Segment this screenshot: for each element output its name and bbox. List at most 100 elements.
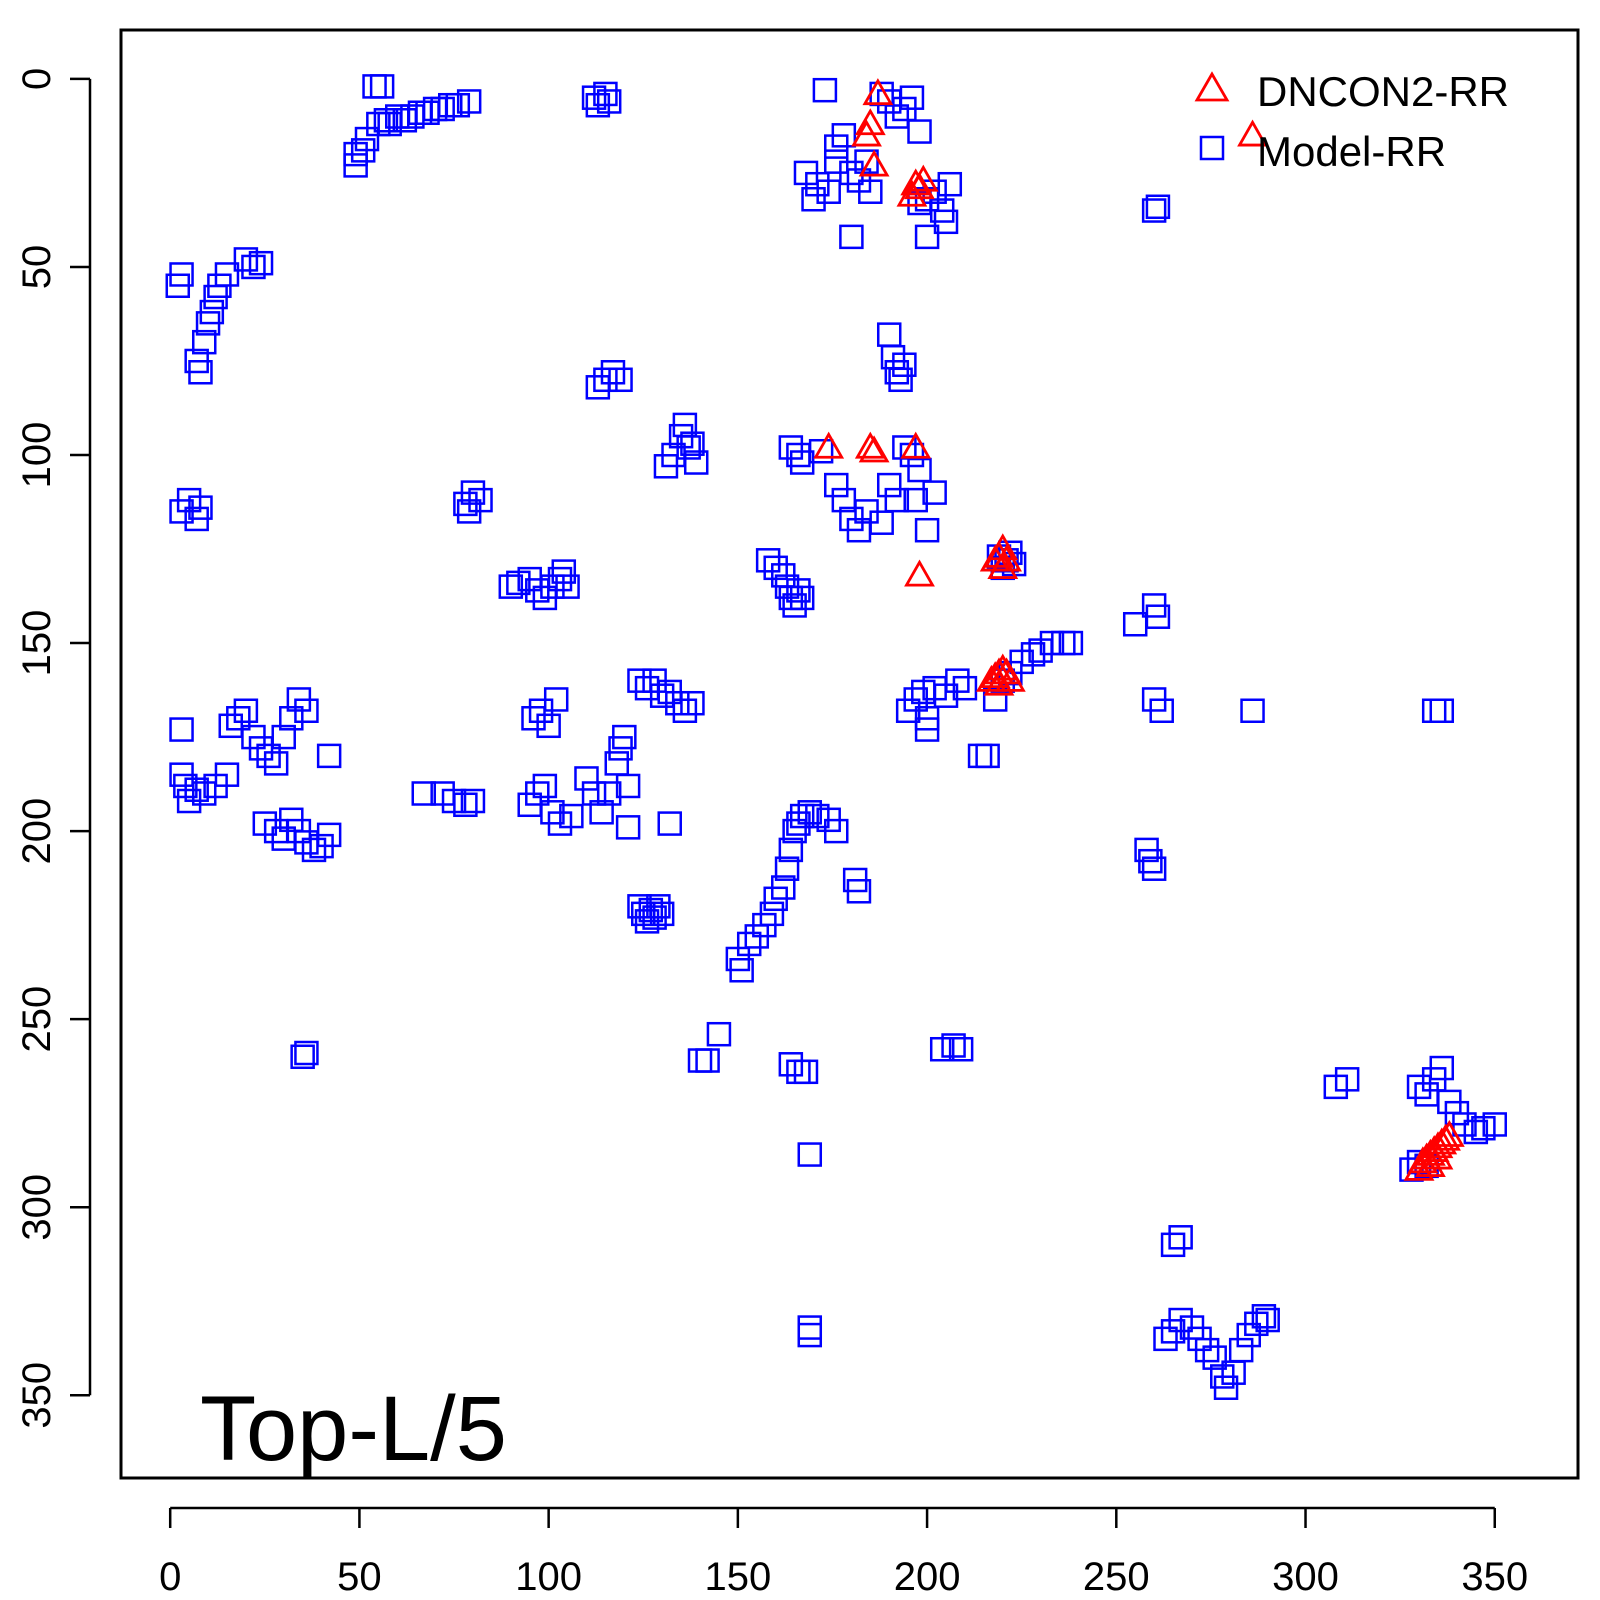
model-rr-point (585, 375, 611, 400)
model-rr-point (937, 171, 963, 197)
model-rr-point (876, 322, 902, 347)
y-tick-label: 350 (15, 1362, 59, 1429)
model-rr-point (1160, 1232, 1186, 1258)
model-rr-point (854, 149, 879, 174)
model-rr-point (1153, 1326, 1178, 1352)
model-rr-point (600, 360, 626, 385)
model-rr-point (279, 706, 304, 731)
model-rr-point (248, 250, 274, 276)
model-rr-point (922, 179, 947, 204)
model-rr-point (786, 578, 811, 603)
model-rr-point (521, 706, 546, 731)
model-rr-point (1168, 1225, 1193, 1250)
model-rr-point (615, 815, 641, 840)
dncon2-rr-point (813, 431, 845, 459)
model-rr-point (657, 811, 682, 836)
model-rr-point (593, 367, 618, 393)
model-rr-point (218, 713, 243, 739)
model-rr-point (824, 149, 849, 174)
model-rr-point (1251, 1304, 1277, 1329)
model-rr-point (695, 1048, 720, 1073)
model-rr-point (411, 781, 437, 806)
model-rr-point (256, 743, 281, 769)
model-rr-point (706, 1021, 732, 1047)
model-rr-point (343, 153, 368, 178)
model-rr-point (914, 517, 940, 543)
dncon2-rr-point (1414, 1150, 1446, 1177)
model-rr-point (199, 299, 225, 325)
model-rr-point (188, 360, 213, 385)
plot-frame (119, 28, 1580, 1480)
model-rr-point (263, 751, 289, 776)
model-rr-point (233, 698, 259, 723)
model-rr-point (1145, 604, 1171, 629)
model-rr-point (824, 818, 849, 844)
model-rr-point (680, 431, 705, 456)
x-axis: 0 50 100 150 200 250 300 350 (159, 1506, 1528, 1599)
x-tick-label: 100 (515, 1555, 582, 1599)
model-rr-point (1414, 1082, 1439, 1107)
model-rr-point (687, 1048, 713, 1073)
model-rr-point (634, 675, 660, 701)
model-rr-point (846, 879, 872, 904)
model-rr-point (169, 262, 194, 287)
model-rr-point (1429, 1055, 1455, 1081)
model-rr-point (1255, 1307, 1280, 1333)
model-rr-point (551, 559, 577, 584)
model-rr-point (831, 123, 857, 148)
model-rr-point (774, 856, 800, 881)
model-rr-point (914, 717, 940, 742)
model-rr-point (460, 788, 486, 814)
model-rr-point (1406, 1074, 1432, 1100)
legend-label: Model-RR (1257, 128, 1446, 175)
model-rr-point (214, 262, 240, 287)
model-rr-point (884, 487, 910, 513)
model-rr-point (884, 104, 910, 129)
model-rr-point (241, 254, 266, 280)
dncon2-rr-point (862, 78, 894, 106)
model-rr-point (816, 179, 841, 204)
model-rr-point (914, 224, 940, 250)
model-rr-point (797, 1315, 823, 1340)
model-rr-point (559, 803, 584, 829)
model-rr-point (589, 800, 614, 825)
dncon2-rr-point (904, 559, 935, 587)
legend: DNCON2-RR Model-RR (1194, 68, 1509, 175)
model-rr-point (899, 85, 925, 110)
y-axis: 0 50 100 150 200 250 300 350 (15, 68, 92, 1429)
model-rr-point (884, 360, 910, 385)
model-rr-point (759, 901, 785, 927)
model-rr-point (192, 329, 217, 355)
dncon2-rr-point (854, 108, 886, 136)
dncon2-rr-point (983, 668, 1015, 696)
model-rr-point (1463, 1119, 1489, 1145)
model-rr-point (1138, 848, 1163, 874)
model-rr-point (824, 472, 849, 498)
model-rr-point (778, 837, 804, 863)
dncon2-rr-point (907, 164, 939, 192)
dncon2-rr-point (858, 149, 890, 177)
model-rr-point (596, 89, 622, 114)
dncon2-rr-point (987, 552, 1019, 579)
model-rr-point (1213, 1375, 1239, 1400)
dncon2-rr-point (896, 179, 928, 207)
model-rr-point (1202, 1345, 1227, 1370)
model-rr-point (907, 119, 932, 144)
model-rr-point (786, 1059, 811, 1085)
model-rr-point (676, 435, 701, 460)
model-rr-point (736, 931, 762, 957)
dncon2-rr-point (1237, 119, 1268, 147)
dncon2-rr-point (976, 664, 1007, 692)
model-rr-point (797, 1142, 823, 1167)
model-rr-point (581, 781, 607, 806)
model-rr-point (903, 487, 928, 513)
model-rr-point (612, 724, 637, 750)
model-rr-point (967, 743, 993, 769)
model-rr-point (543, 687, 569, 712)
model-rr-point (1141, 198, 1167, 223)
model-rr-point (649, 683, 675, 708)
model-rr-point (778, 1052, 804, 1077)
model-rr-point (782, 593, 807, 618)
model-rr-point (294, 698, 319, 723)
model-rr-point (933, 209, 959, 235)
